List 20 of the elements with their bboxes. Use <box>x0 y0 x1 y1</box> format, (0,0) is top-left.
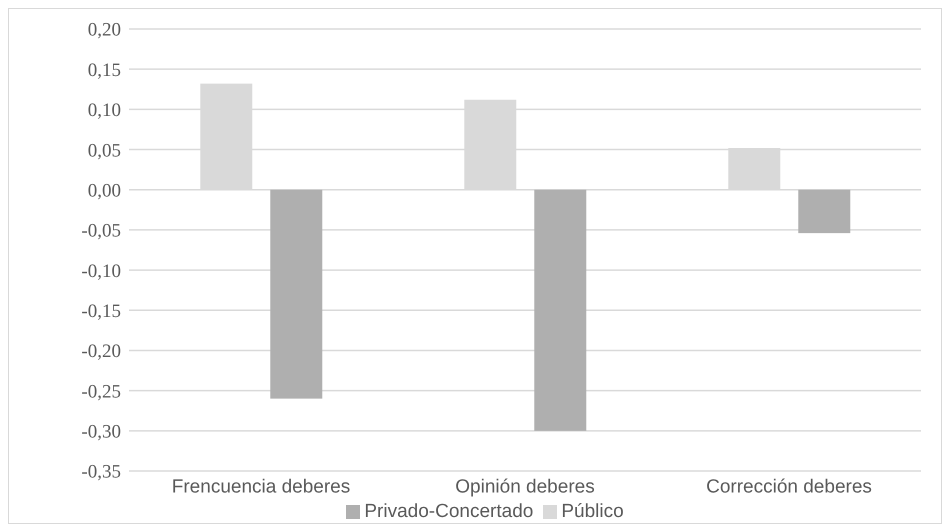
legend-label: Privado-Concertado <box>364 501 534 522</box>
y-tick-label: 0,20 <box>88 20 121 41</box>
y-tick-label: -0,25 <box>81 381 121 402</box>
y-tick-label: -0,10 <box>81 260 121 282</box>
y-tick-label: 0,10 <box>88 100 121 122</box>
x-tick-label: Opinión deberes <box>455 476 595 498</box>
y-tick-label: -0,30 <box>81 422 121 443</box>
y-tick-label: -0,05 <box>81 220 121 242</box>
y-tick-label: 0,15 <box>88 60 121 81</box>
legend-label: Público <box>561 501 624 522</box>
x-tick-label: Frencuencia deberes <box>172 476 350 498</box>
y-tick-label: -0,35 <box>81 462 121 483</box>
bar <box>798 190 850 234</box>
y-tick-label: 0,00 <box>88 180 121 202</box>
y-tick-label: 0,05 <box>88 140 121 162</box>
bar <box>270 190 322 399</box>
y-tick-label: -0,15 <box>81 301 121 322</box>
bar <box>534 190 586 431</box>
y-tick-label: -0,20 <box>81 341 121 362</box>
x-tick-label: Corrección deberes <box>706 476 872 498</box>
